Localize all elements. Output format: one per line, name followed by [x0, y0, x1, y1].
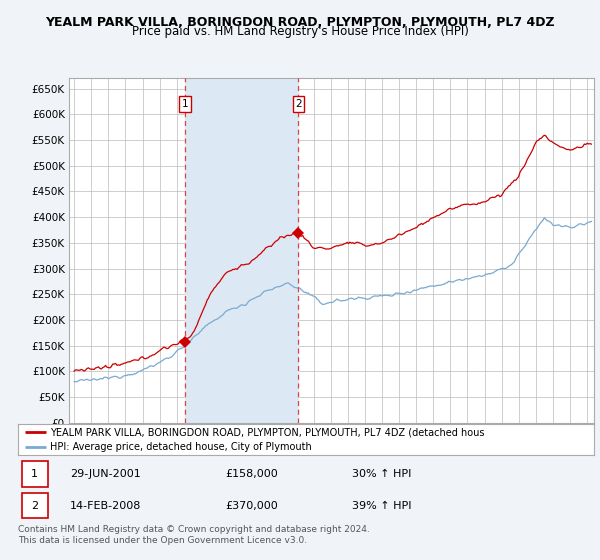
- Text: £370,000: £370,000: [226, 501, 278, 511]
- FancyBboxPatch shape: [22, 493, 48, 519]
- FancyBboxPatch shape: [22, 461, 48, 487]
- Text: 2: 2: [31, 501, 38, 511]
- Text: 14-FEB-2008: 14-FEB-2008: [70, 501, 141, 511]
- Text: 39% ↑ HPI: 39% ↑ HPI: [352, 501, 412, 511]
- Text: Price paid vs. HM Land Registry's House Price Index (HPI): Price paid vs. HM Land Registry's House …: [131, 25, 469, 38]
- Text: 2: 2: [295, 99, 302, 109]
- Text: Contains HM Land Registry data © Crown copyright and database right 2024.
This d: Contains HM Land Registry data © Crown c…: [18, 525, 370, 545]
- Text: 30% ↑ HPI: 30% ↑ HPI: [352, 469, 412, 479]
- Text: £158,000: £158,000: [226, 469, 278, 479]
- Text: 1: 1: [31, 469, 38, 479]
- Text: 1: 1: [182, 99, 188, 109]
- Bar: [185, 78, 298, 423]
- Text: YEALM PARK VILLA, BORINGDON ROAD, PLYMPTON, PLYMOUTH, PL7 4DZ (detached hous: YEALM PARK VILLA, BORINGDON ROAD, PLYMPT…: [50, 427, 484, 437]
- Text: HPI: Average price, detached house, City of Plymouth: HPI: Average price, detached house, City…: [50, 442, 311, 452]
- Text: YEALM PARK VILLA, BORINGDON ROAD, PLYMPTON, PLYMOUTH, PL7 4DZ: YEALM PARK VILLA, BORINGDON ROAD, PLYMPT…: [45, 16, 555, 29]
- Text: 29-JUN-2001: 29-JUN-2001: [70, 469, 140, 479]
